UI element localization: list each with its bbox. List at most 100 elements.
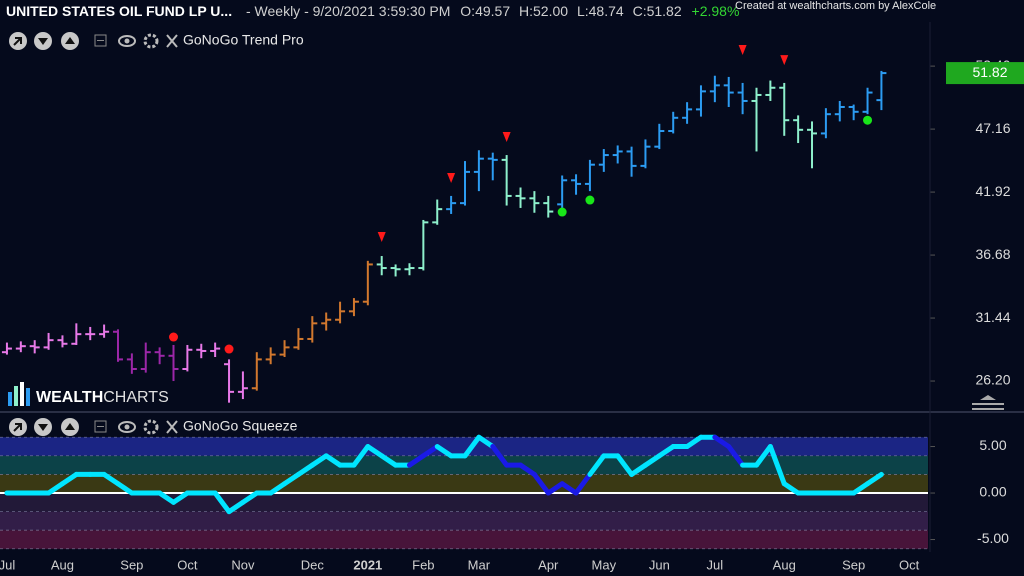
- price-bar: [834, 100, 845, 122]
- price-bar: [682, 102, 693, 124]
- price-bar: [571, 174, 582, 195]
- price-bar: [196, 343, 207, 359]
- x-tick-label: May: [592, 557, 617, 572]
- visibility-button[interactable]: [118, 35, 136, 47]
- squeeze-segment: [434, 444, 454, 459]
- low-value: 48.74: [589, 3, 624, 19]
- squeeze-segment: [656, 444, 676, 459]
- squeeze-segment: [282, 471, 301, 487]
- y-tick-label: 47.16: [975, 120, 1010, 136]
- price-bar: [584, 159, 595, 192]
- squeeze-segment: [545, 481, 565, 496]
- squeeze-segment: [684, 434, 704, 450]
- price-bar: [807, 121, 818, 169]
- squeeze-segment: [157, 490, 177, 505]
- x-tick-label: Nov: [231, 557, 255, 572]
- squeeze-segment: [712, 434, 732, 450]
- price-bar: [251, 352, 262, 391]
- price-bar: [432, 199, 443, 225]
- zone-band: [0, 511, 928, 531]
- logo-light: CHARTS: [103, 389, 169, 406]
- icon: [38, 424, 48, 431]
- price-bar: [404, 263, 415, 276]
- squeeze-segment: [115, 481, 135, 496]
- y-tick-label: 41.92: [975, 183, 1010, 199]
- squeeze-segment: [490, 444, 510, 468]
- squeeze-segment: [365, 444, 385, 459]
- price-bar: [501, 155, 512, 206]
- close-button[interactable]: [166, 34, 178, 48]
- price-bar: [99, 324, 110, 338]
- price-bar: [640, 139, 651, 169]
- squeeze-segment: [379, 453, 399, 468]
- zone-band: [0, 474, 928, 494]
- symbol: UNITED STATES OIL FUND LP U...: [6, 3, 232, 19]
- visibility-button[interactable]: [118, 421, 136, 433]
- price-bar: [723, 76, 734, 107]
- signal-triangle: [377, 232, 386, 243]
- signal-triangle: [738, 45, 747, 56]
- squeeze-segment: [351, 444, 371, 468]
- price-bar: [460, 161, 470, 206]
- squeeze-segment: [642, 453, 662, 468]
- logo-text: WEALTHCHARTS: [36, 389, 169, 406]
- price-bar: [779, 82, 790, 136]
- squeeze-segment: [171, 490, 190, 505]
- price-bar: [29, 340, 40, 354]
- price-bar: [820, 108, 831, 139]
- price-bar: [362, 260, 373, 306]
- price-bar: [154, 347, 165, 365]
- price-bar: [418, 219, 429, 271]
- squeeze-segment: [226, 499, 246, 515]
- minimize-button[interactable]: [94, 420, 107, 433]
- icon: [65, 37, 75, 44]
- settings-button[interactable]: [143, 33, 159, 49]
- price-bar: [612, 145, 623, 164]
- price-bar: [737, 82, 748, 115]
- price-bar: [348, 298, 359, 317]
- price-bar: [279, 340, 290, 357]
- logo-bar: [8, 392, 12, 406]
- squeeze-segment: [295, 462, 315, 477]
- signal-dot: [169, 332, 179, 342]
- price-bar: [224, 359, 235, 403]
- price-bar: [654, 123, 665, 150]
- scale-handle[interactable]: [972, 395, 1004, 410]
- signal-dot: [863, 115, 873, 125]
- icon: [65, 423, 75, 430]
- price-bar: [529, 191, 540, 213]
- price-bar: [43, 332, 54, 350]
- squeeze-segment: [726, 444, 746, 468]
- open-value: 49.57: [475, 3, 510, 19]
- close-value: 51.82: [647, 3, 682, 19]
- logo-bar: [26, 388, 30, 406]
- price-bar: [71, 323, 82, 345]
- x-tick-label: Sep: [120, 557, 143, 572]
- squeeze-segment: [865, 471, 884, 487]
- x-tick-label: Jul: [0, 557, 15, 572]
- squeeze-segment: [268, 481, 288, 496]
- header: UNITED STATES OIL FUND LP U... - Weekly …: [6, 3, 739, 19]
- y-tick-label: 36.68: [975, 246, 1010, 262]
- signal-triangle: [780, 55, 789, 66]
- close-button[interactable]: [166, 420, 178, 434]
- price-bar: [515, 187, 526, 208]
- squeeze-segment: [851, 481, 871, 496]
- price-bar: [210, 342, 221, 357]
- y-tick-label: 5.00: [979, 437, 1006, 453]
- signal-triangle: [502, 132, 511, 143]
- price-bar: [390, 264, 401, 277]
- settings-button[interactable]: [143, 419, 159, 435]
- close-label: C:: [633, 3, 647, 19]
- change: +2.98%: [692, 3, 740, 19]
- logo-strong: WEALTH: [36, 389, 103, 406]
- x-tick-label: Mar: [468, 557, 491, 572]
- price-bar: [626, 146, 637, 177]
- squeeze-segment: [629, 462, 648, 477]
- x-tick-label: Apr: [538, 557, 559, 572]
- price-bar: [15, 341, 26, 353]
- icon: [124, 424, 130, 430]
- minimize-button[interactable]: [94, 34, 107, 47]
- signal-dot: [585, 195, 595, 205]
